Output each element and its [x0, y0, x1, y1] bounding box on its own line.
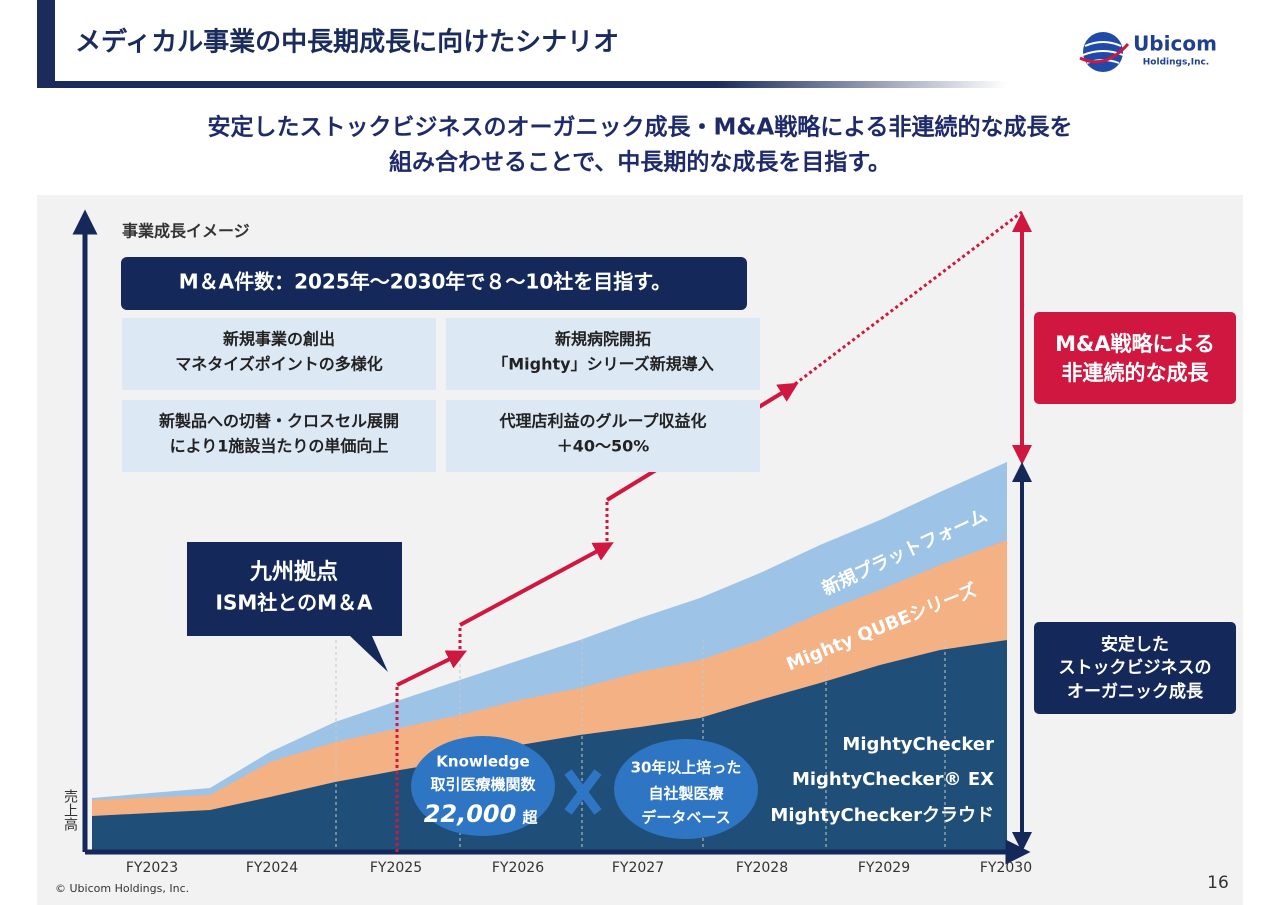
strategy-text: 「Mighty」シリーズ新規導入 [492, 355, 714, 374]
header-underline [37, 81, 1007, 88]
x-label: FY2023 [126, 860, 178, 876]
y-label: 売上高 [62, 789, 78, 831]
header-title: メディカル事業の中長期成長に向けたシナリオ [75, 27, 619, 58]
stock-text: オーガニック成長 [1067, 681, 1204, 702]
copyright: © Ubicom Holdings, Inc. [55, 882, 189, 895]
product-label: MightyChecker [842, 734, 994, 755]
callout-text: 九州拠点 [249, 559, 338, 585]
ma-text: M&A戦略による [1055, 332, 1215, 356]
subtitle: 組み合わせることで、中長期的な成長を目指す。 [389, 149, 891, 176]
target-box [121, 257, 747, 310]
x-label: FY2030 [980, 860, 1032, 876]
strategy-text: 新規病院開拓 [555, 330, 651, 349]
chart-caption: 事業成長イメージ [122, 222, 250, 241]
strategy-text: により1施設当たりの単価向上 [170, 437, 389, 456]
x-label: FY2024 [246, 860, 298, 876]
strategy-box [446, 400, 760, 472]
product-label: MightyCheckerクラウド [770, 805, 994, 826]
strategy-text: マネタイズポイントの多様化 [175, 355, 383, 374]
database-circle [614, 739, 758, 839]
logo-name: Ubicom [1133, 32, 1217, 56]
database-text: 30年以上培った [631, 759, 742, 777]
stock-box [1034, 622, 1236, 714]
database-text: データベース [641, 809, 730, 827]
strategy-text: ＋40～50% [557, 437, 650, 456]
target-text: M＆A件数：2025年～2030年で８～10社を目指す。 [179, 270, 672, 294]
knowledge-suffix: 超 [521, 809, 538, 827]
x-label: FY2026 [492, 860, 544, 876]
growth-line [459, 542, 614, 627]
strategy-box [122, 318, 436, 390]
callout-text: ISM社とのM＆A [216, 591, 373, 615]
knowledge-text: Knowledge [436, 753, 529, 771]
cross-icon [564, 769, 602, 815]
strategy-text: 新製品への切替・クロスセル展開 [159, 412, 399, 431]
area-layer [92, 640, 1007, 852]
callout [187, 542, 402, 672]
header-bar [37, 0, 55, 86]
x-label: FY2025 [370, 860, 422, 876]
growth-line [396, 650, 467, 687]
subtitle: 安定したストックビジネスのオーガニック成長・M&A戦略による非連続的な成長を [207, 114, 1072, 141]
strategy-box [446, 318, 760, 390]
logo-sub: Holdings,Inc. [1143, 58, 1209, 68]
stock-text: 安定した [1101, 634, 1169, 655]
x-label: FY2028 [736, 860, 788, 876]
database-text: 自社製医療 [648, 785, 724, 803]
knowledge-number: 22,000 [424, 800, 517, 828]
ma-box [1034, 312, 1236, 404]
logo [1079, 32, 1130, 72]
strategy-box [122, 400, 436, 472]
stock-text: ストックビジネスの [1059, 658, 1212, 678]
ma-text: 非連続的な成長 [1062, 361, 1210, 385]
product-label: MightyChecker® EX [792, 769, 994, 790]
strategy-text: 代理店利益のグループ収益化 [498, 412, 706, 431]
knowledge-circle [411, 736, 555, 836]
x-label: FY2029 [858, 860, 910, 876]
x-label: FY2027 [612, 860, 664, 876]
strategy-text: 新規事業の創出 [223, 330, 335, 349]
page-number: 16 [1207, 873, 1229, 893]
knowledge-text: 取引医療機関数 [430, 776, 536, 794]
